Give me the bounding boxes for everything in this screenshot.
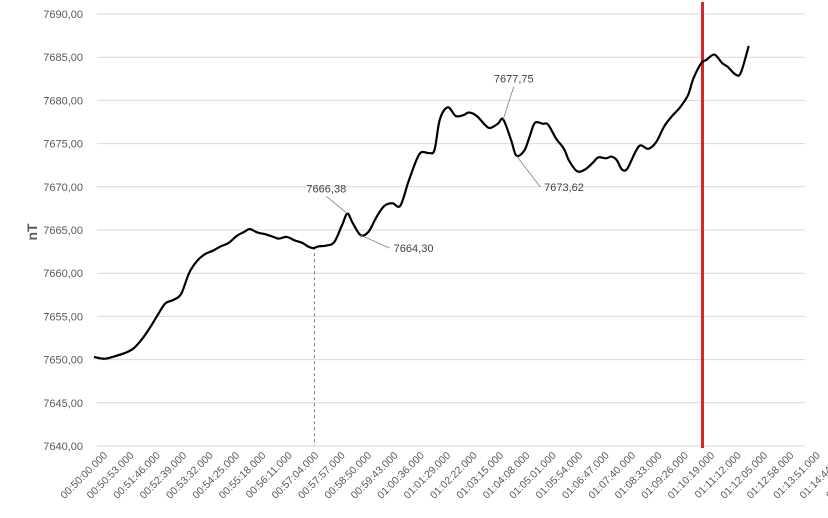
annotation-label: 7664,30 xyxy=(394,243,434,255)
annotation-label: 7673,62 xyxy=(544,182,584,194)
grid-layer xyxy=(97,13,805,447)
annotations: 7666,38 7664,30 7677,75 7673,62 xyxy=(306,74,583,256)
series-layer xyxy=(93,45,750,360)
y-tick-label: 7640,00 xyxy=(43,441,83,453)
y-tick-label: 7690,00 xyxy=(43,9,83,21)
y-tick-label: 7650,00 xyxy=(43,355,83,367)
y-axis-label: nT xyxy=(24,223,40,241)
y-tick-label: 7655,00 xyxy=(43,311,83,323)
y-tick-label: 7660,00 xyxy=(43,268,83,280)
annotation-leader xyxy=(502,86,515,120)
y-axis-ticks: 7640,00 7645,00 7650,00 7655,00 7660,00 7665,… xyxy=(43,9,83,453)
reference-lines xyxy=(313,2,705,448)
annotation-label: 7677,75 xyxy=(494,74,534,86)
y-tick-label: 7675,00 xyxy=(43,139,83,151)
series-line xyxy=(93,45,750,360)
x-axis-ticks: 00:50:00.00000:50:53.00000:51:46.00000:5… xyxy=(58,450,828,502)
y-tick-label: 7670,00 xyxy=(43,182,83,194)
annotation-leader xyxy=(326,195,348,214)
annotation-leader xyxy=(516,155,541,188)
annotation-label: 7666,38 xyxy=(306,183,346,195)
y-tick-label: 7665,00 xyxy=(43,225,83,237)
y-tick-label: 7685,00 xyxy=(43,52,83,64)
y-tick-label: 7680,00 xyxy=(43,95,83,107)
y-tick-label: 7645,00 xyxy=(43,398,83,410)
annotation-leader xyxy=(360,234,390,249)
